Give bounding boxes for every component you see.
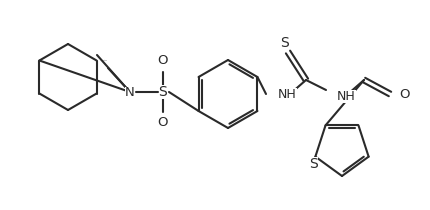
Text: S: S bbox=[158, 85, 167, 99]
Text: methyl: methyl bbox=[102, 59, 107, 61]
Text: NH: NH bbox=[277, 88, 296, 101]
Text: NH: NH bbox=[336, 89, 355, 102]
Text: S: S bbox=[280, 36, 289, 50]
Text: O: O bbox=[157, 55, 168, 67]
Text: O: O bbox=[157, 117, 168, 130]
Text: O: O bbox=[398, 88, 408, 101]
Text: S: S bbox=[308, 157, 317, 171]
Text: N: N bbox=[125, 87, 135, 100]
